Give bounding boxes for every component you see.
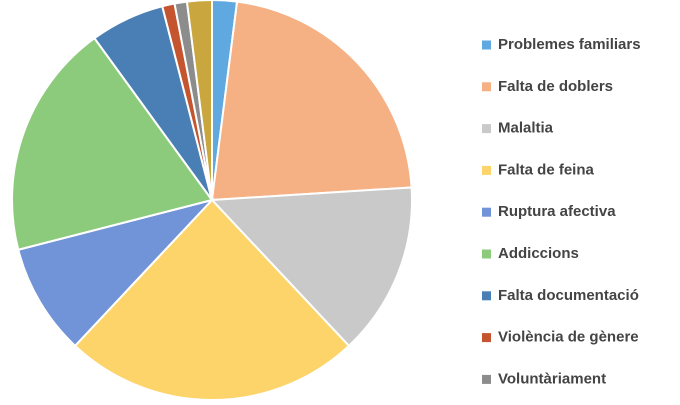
legend-label: Problemes familiars (498, 36, 641, 53)
legend-swatch (482, 82, 491, 92)
legend-label: Violència de gènere (498, 329, 639, 346)
legend-label: Falta de doblers (498, 78, 613, 95)
pie-slice (73, 198, 351, 401)
pie-slice (209, 186, 413, 348)
legend-swatch (482, 124, 491, 134)
legend-swatch (482, 207, 491, 217)
pie-slice (17, 198, 216, 348)
legend-label: Ruptura afectiva (498, 203, 616, 220)
legend-label: Voluntàriament (498, 370, 606, 387)
legend-swatch (482, 249, 491, 259)
legend-swatch (482, 165, 491, 175)
legend-label: Addiccions (498, 245, 579, 262)
legend-swatch (482, 40, 491, 50)
legend-swatch (482, 291, 491, 301)
pie-slice (185, 0, 213, 201)
legend-label: Falta documentació (498, 287, 639, 304)
legend-label: Malaltia (498, 120, 554, 137)
pie-slice (210, 0, 413, 202)
legend-swatch (482, 333, 491, 343)
legend-label: Falta de feina (498, 161, 595, 178)
pie-slice (11, 36, 214, 251)
legend-swatch (482, 374, 491, 384)
